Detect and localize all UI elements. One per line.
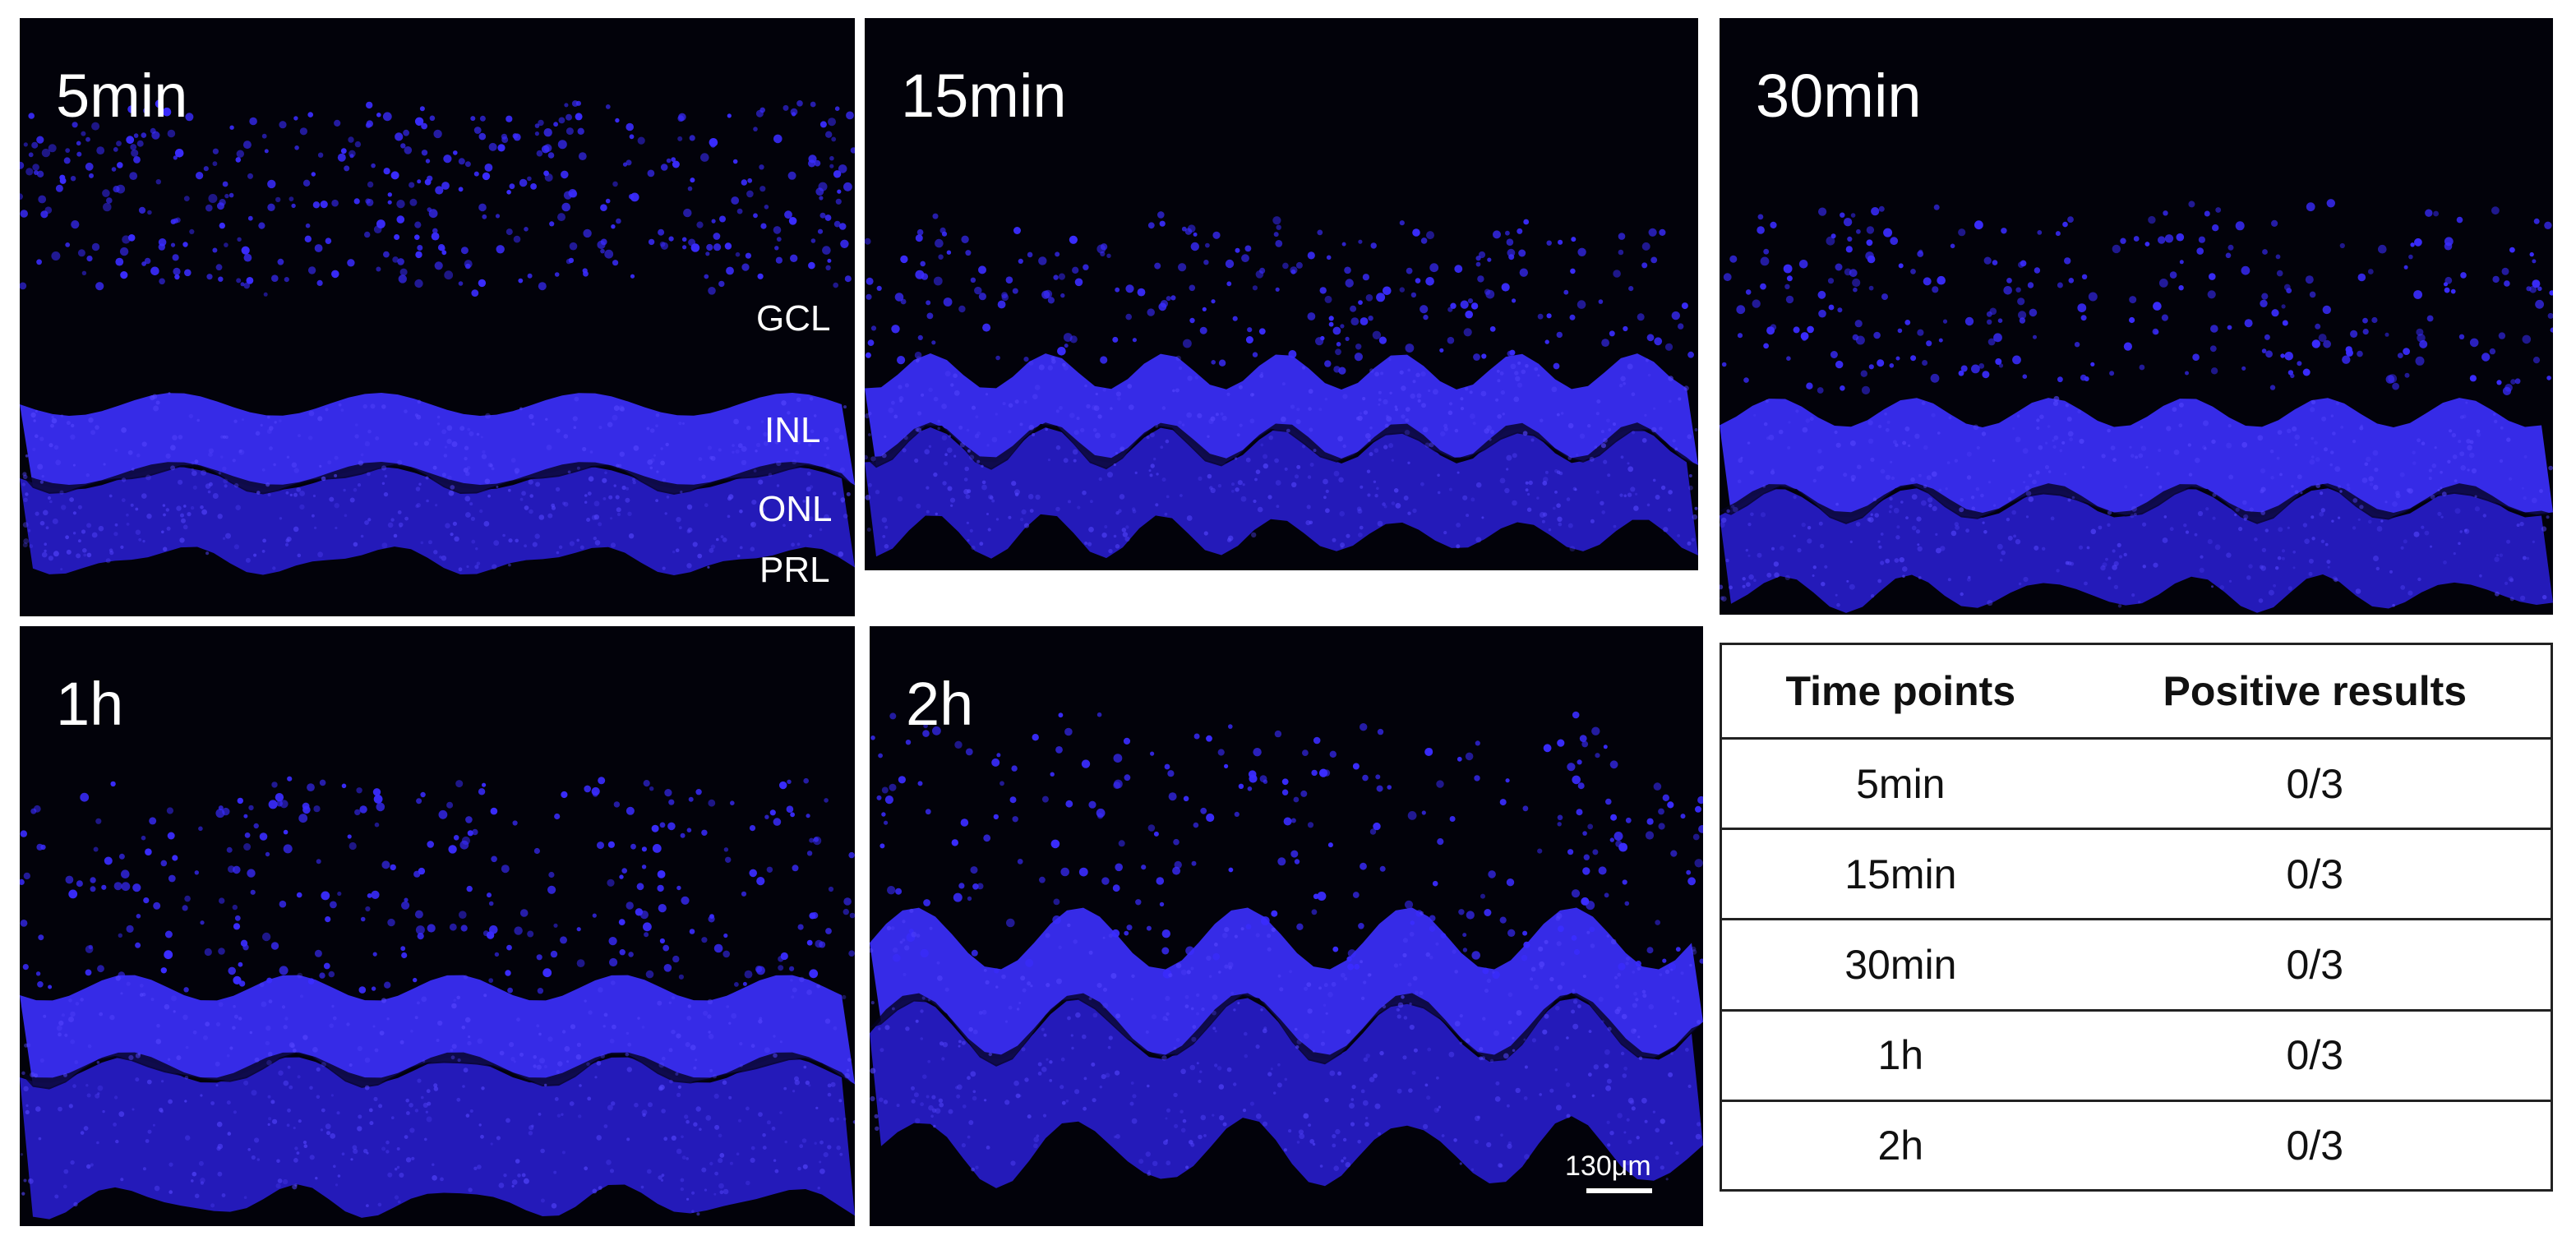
column-header-time-points: Time points [1722,645,2080,740]
image-panel-1h: 1h [20,626,855,1226]
retina-tissue-image [1720,199,2553,613]
cell-positive-result: 0/3 [2079,828,2551,921]
cell-time-point: 1h [1722,1010,2080,1102]
panel-label: 15min [901,62,1067,130]
cell-time-point: 30min [1722,919,2080,1012]
cell-positive-result: 0/3 [2079,919,2551,1012]
retina-tissue-image [20,776,855,1220]
cell-time-point: 2h [1877,1122,1924,1169]
layer-label-inl: INL [764,410,821,450]
column-header-positive-results: Positive results [2079,645,2551,740]
image-panel-30min: 30min [1720,18,2553,615]
layer-label-prl: PRL [759,550,830,590]
image-panel-5min: 5min GCL INL ONL PRL [20,18,855,616]
image-panel-2h: 2h 130μm [870,626,1703,1226]
table-row: 2h 0/3 [1722,1100,2551,1189]
retina-tissue-image [865,211,1698,559]
retina-tissue-image [870,711,1703,1188]
table-row: 5min 0/3 [1722,738,2551,831]
scale-bar-label: 130μm [1565,1150,1651,1182]
table-row: 1h 0/3 [1722,1010,2551,1102]
cell-positive-result: 0/3 [2286,1122,2344,1169]
table-row: 30min 0/3 [1722,919,2551,1012]
cell-positive-result: 0/3 [2079,1010,2551,1102]
cell-time-point: 5min [1722,738,2080,831]
layer-label-gcl: GCL [756,298,831,339]
scale-bar [1586,1188,1652,1193]
retina-tissue-image [20,99,855,575]
cell-positive-result: 0/3 [2079,738,2551,831]
table-header-row: Time points Positive results [1722,645,2551,740]
results-table-container: Time points Positive results 5min 0/3 15… [1720,643,2553,1192]
layer-label-onl: ONL [758,489,833,529]
cell-time-point: 15min [1722,828,2080,921]
panel-label: 1h [56,670,124,738]
panel-label: 2h [906,670,974,738]
results-table: Time points Positive results 5min 0/3 15… [1722,645,2551,1189]
table-row: 15min 0/3 [1722,828,2551,921]
image-panel-15min: 15min [865,18,1698,570]
panel-label: 5min [56,62,188,130]
panel-label: 30min [1756,62,1922,130]
